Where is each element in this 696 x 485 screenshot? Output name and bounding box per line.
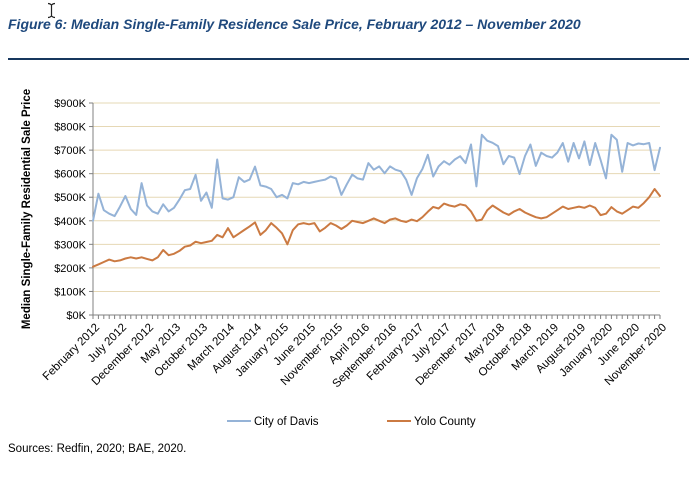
title-underline — [8, 58, 689, 60]
sources-note: Sources: Redfin, 2020; BAE, 2020. — [8, 443, 187, 455]
y-tick-label: $200K — [54, 263, 86, 275]
y-axis-title: Median Single-Family Residential Sale Pr… — [21, 89, 33, 329]
y-tick-label: $100K — [54, 286, 86, 298]
y-tick-label: $0K — [66, 310, 86, 322]
y-tick-label: $300K — [54, 239, 86, 251]
text-cursor-icon — [46, 2, 57, 24]
y-tick-label: $900K — [54, 98, 86, 110]
y-tick-label: $800K — [54, 122, 86, 134]
figure-title: Figure 6: Median Single-Family Residence… — [8, 16, 581, 32]
y-tick-label: $700K — [54, 145, 86, 157]
y-tick-label: $400K — [54, 216, 86, 228]
legend-davis-label: City of Davis — [254, 416, 319, 428]
yolo-series-line — [92, 188, 661, 268]
y-tick-label: $600K — [54, 169, 86, 181]
y-tick-label: $500K — [54, 192, 86, 204]
legend-yolo-label: Yolo County — [414, 416, 476, 428]
davis-series-line — [92, 133, 661, 222]
